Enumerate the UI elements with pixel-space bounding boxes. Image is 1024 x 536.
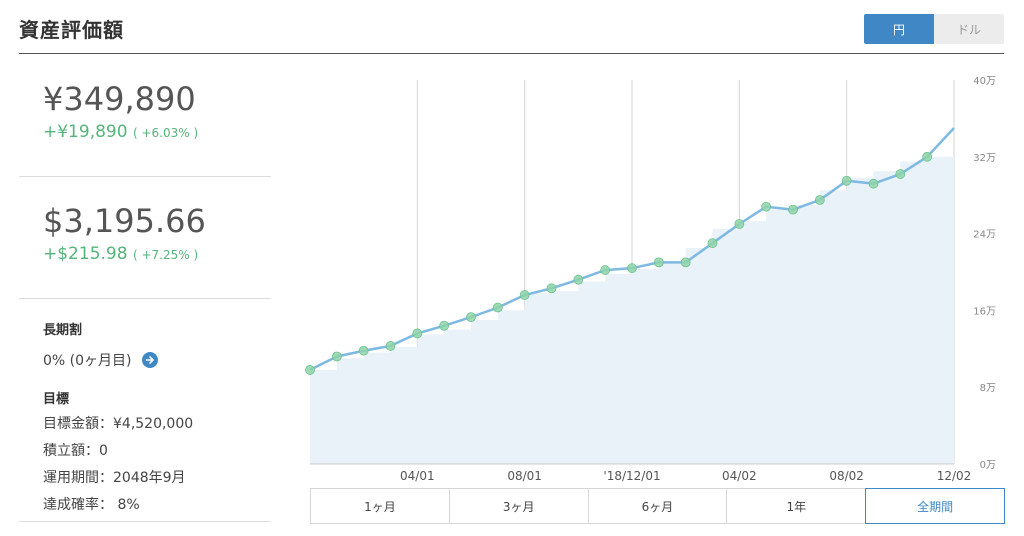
y-tick-label: 0万	[980, 460, 996, 471]
y-tick-label: 32万	[973, 153, 996, 164]
data-point	[895, 169, 906, 179]
y-tick-label: 24万	[973, 230, 996, 241]
data-point	[653, 257, 664, 268]
period-3-months[interactable]: 3ヶ月	[449, 489, 589, 523]
long-term-section: 長期割 0% (0ヶ月目)	[19, 319, 271, 370]
data-point	[546, 283, 557, 294]
yen-gain: +¥19,890 ( +6.03% )	[19, 122, 271, 142]
x-tick-label: 04/01	[400, 469, 435, 483]
data-point	[868, 178, 879, 189]
usd-valuation: $3,195.66 +$215.98 ( +7.25% )	[19, 202, 271, 264]
data-point	[680, 257, 691, 268]
asset-chart-svg[interactable]: 04/01 08/01 '18/12/01 04/02 08/02 12/02 0万 8万 16…	[300, 72, 1024, 487]
x-tick-label: 08/01	[507, 469, 542, 483]
x-tick-label: 04/02	[722, 469, 757, 483]
data-point	[761, 201, 772, 212]
data-point	[627, 263, 637, 274]
period-1-month[interactable]: 1ヶ月	[311, 489, 450, 523]
data-point	[331, 351, 342, 362]
period-all[interactable]: 全期間	[865, 488, 1005, 524]
period-1-year[interactable]: 1年	[727, 489, 867, 523]
data-point	[492, 302, 503, 313]
goal-heading: 目標	[43, 392, 70, 407]
currency-option-dollar[interactable]: ドル	[934, 14, 1004, 44]
period-6-months[interactable]: 6ヶ月	[588, 489, 728, 523]
yen-total-value: ¥349,890	[43, 80, 196, 118]
x-tick-label: 08/02	[829, 469, 864, 483]
page-title: 資産評価額	[19, 18, 124, 42]
data-point	[600, 265, 611, 275]
currency-option-yen[interactable]: 円	[864, 14, 934, 44]
long-term-heading: 長期割	[43, 323, 83, 338]
data-point	[519, 290, 530, 300]
goal-amount: 目標金額：¥4,520,000	[43, 416, 194, 432]
data-point	[788, 204, 798, 215]
data-point	[573, 274, 584, 285]
data-point	[814, 195, 825, 205]
data-point	[841, 175, 852, 186]
data-point	[305, 365, 315, 375]
long-term-row: 0% (0ヶ月目)	[43, 350, 271, 370]
arrow-right-icon[interactable]	[141, 352, 158, 368]
data-point	[412, 328, 423, 339]
data-point	[358, 345, 369, 356]
y-tick-label: 8万	[980, 383, 996, 394]
goal-probability: 達成確率： 8%	[43, 497, 140, 513]
x-tick-label: '18/12/01	[603, 469, 660, 483]
long-term-value: 0% (0ヶ月目)	[43, 353, 132, 369]
divider	[19, 176, 271, 177]
asset-chart[interactable]: 04/01 08/01 '18/12/01 04/02 08/02 12/02 0万 8万 16…	[300, 72, 1024, 487]
yen-valuation: ¥349,890 +¥19,890 ( +6.03% )	[19, 80, 271, 142]
data-point	[922, 151, 933, 162]
usd-gain: +$215.98 ( +7.25% )	[19, 244, 271, 264]
x-tick-label: 12/02	[937, 469, 972, 483]
header-divider	[19, 53, 1004, 54]
y-tick-label: 16万	[973, 306, 996, 317]
data-point	[707, 238, 718, 249]
data-point	[439, 320, 450, 331]
invested-area	[310, 147, 954, 464]
yen-gain-percent: ( +6.03% )	[132, 126, 199, 140]
usd-gain-amount: +$215.98	[43, 244, 128, 264]
goal-section: 目標 目標金額：¥4,520,000 積立額：0 運用期間：2048年9月 達成…	[19, 388, 271, 514]
data-point	[466, 312, 476, 323]
data-point	[385, 341, 396, 351]
yen-gain-amount: +¥19,890	[43, 122, 128, 142]
divider	[19, 521, 271, 522]
data-point	[734, 219, 745, 229]
goal-deposit: 積立額：0	[43, 443, 108, 459]
divider	[19, 298, 271, 299]
currency-toggle[interactable]: 円 ドル	[864, 14, 1004, 44]
usd-gain-percent: ( +7.25% )	[132, 248, 199, 262]
y-tick-label: 40万	[973, 76, 996, 87]
usd-total-value: $3,195.66	[43, 202, 206, 240]
period-selector[interactable]: 1ヶ月 3ヶ月 6ヶ月 1年 全期間	[310, 488, 1005, 524]
goal-period: 運用期間：2048年9月	[43, 470, 186, 486]
